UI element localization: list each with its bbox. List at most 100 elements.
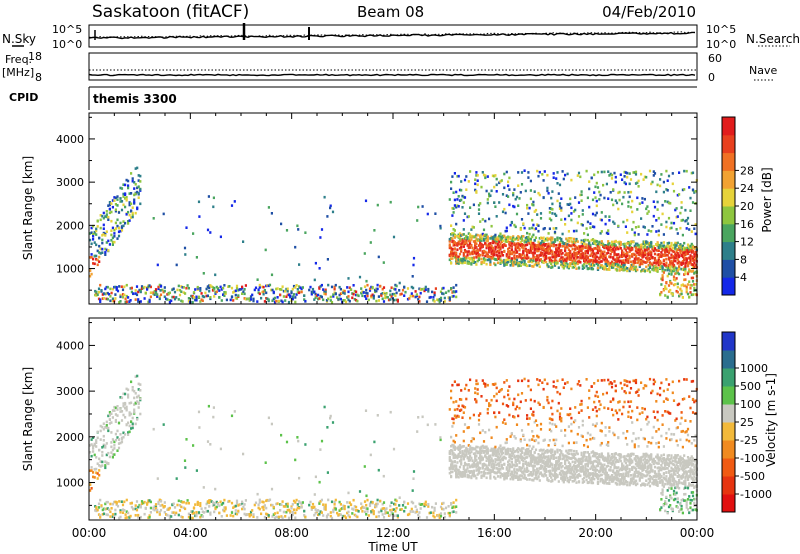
power-echo xyxy=(653,261,657,264)
velocity-echo xyxy=(101,446,104,449)
power-echo xyxy=(329,295,332,299)
power-echo xyxy=(693,271,696,275)
velocity-echo xyxy=(474,447,477,450)
velocity-echo xyxy=(108,422,111,425)
velocity-echo xyxy=(338,513,341,516)
velocity-echo xyxy=(254,501,258,505)
power-echo xyxy=(637,257,640,260)
velocity-echo xyxy=(477,451,481,454)
velocity-echo xyxy=(285,502,288,506)
velocity-echo xyxy=(389,410,392,414)
power-echo xyxy=(586,249,589,253)
power-echo xyxy=(574,196,577,199)
velocity-echo xyxy=(365,494,368,498)
power-echo xyxy=(503,258,506,262)
power-echo xyxy=(608,248,611,251)
power-echo xyxy=(477,254,481,258)
velocity-echo xyxy=(111,455,114,459)
power-echo xyxy=(690,230,693,233)
power-echo xyxy=(134,289,137,292)
power-echo xyxy=(542,243,545,246)
power-echo xyxy=(165,297,168,301)
power-echo xyxy=(507,195,510,198)
power-echo xyxy=(547,238,550,241)
velocity-echo xyxy=(457,447,460,450)
power-echo xyxy=(107,249,110,252)
power-echo xyxy=(670,241,673,245)
power-echo xyxy=(589,264,592,268)
power-echo xyxy=(548,207,551,210)
power-echo xyxy=(496,238,500,242)
power-echo xyxy=(657,246,660,249)
power-echo xyxy=(184,292,187,295)
velocity-echo xyxy=(234,509,237,512)
power-echo xyxy=(460,250,463,253)
power-echo xyxy=(463,261,467,264)
power-echo xyxy=(166,293,169,296)
power-echo xyxy=(377,255,380,259)
power-echo xyxy=(622,251,625,255)
velocity-echo xyxy=(474,459,477,462)
power-echo xyxy=(647,253,650,257)
power-echo xyxy=(434,287,437,290)
power-echo xyxy=(131,179,134,183)
velocity-echo xyxy=(120,500,123,503)
power-echo xyxy=(311,291,315,294)
power-echo xyxy=(357,294,360,298)
power-echo xyxy=(529,241,532,244)
power-echo xyxy=(602,183,605,187)
velocity-echo xyxy=(503,476,506,479)
velocity-echo xyxy=(476,473,479,476)
velocity-echo xyxy=(481,429,484,432)
power-echo xyxy=(481,171,484,174)
power-echo xyxy=(484,241,487,245)
power-echo xyxy=(526,231,529,235)
power-echo xyxy=(662,241,665,244)
power-echo xyxy=(120,229,124,232)
power-echo xyxy=(338,293,341,297)
power-echo xyxy=(595,204,598,208)
power-echo xyxy=(333,285,336,289)
velocity-echo xyxy=(498,452,501,456)
velocity-echo xyxy=(106,513,109,517)
power-echo xyxy=(681,261,684,265)
power-echo xyxy=(551,253,554,256)
power-echo xyxy=(380,294,383,297)
velocity-echo xyxy=(343,514,346,518)
power-echo xyxy=(662,233,665,236)
power-echo xyxy=(509,241,512,244)
power-echo xyxy=(683,188,686,191)
power-echo xyxy=(192,291,196,294)
velocity-echo xyxy=(252,513,255,516)
power-echo xyxy=(527,176,530,179)
power-echo xyxy=(108,211,111,215)
power-echo xyxy=(161,288,164,292)
velocity-echo xyxy=(417,416,420,419)
power-echo xyxy=(508,243,511,246)
power-echo xyxy=(222,286,225,290)
velocity-echo xyxy=(409,510,412,513)
power-echo xyxy=(600,243,603,246)
power-echo xyxy=(643,248,646,251)
power-echo xyxy=(579,260,582,264)
power-echo xyxy=(168,299,171,302)
power-echo xyxy=(615,264,619,268)
power-echo xyxy=(646,252,649,256)
power-echo xyxy=(201,295,204,298)
velocity-echo xyxy=(102,439,105,442)
power-echo xyxy=(453,241,456,244)
power-echo xyxy=(556,249,559,252)
power-echo xyxy=(140,285,144,288)
power-echo xyxy=(581,254,584,258)
velocity-echo xyxy=(154,503,158,506)
power-echo xyxy=(111,199,114,202)
power-echo xyxy=(580,223,583,226)
power-echo xyxy=(676,271,679,275)
velocity-echo xyxy=(515,405,519,408)
power-echo xyxy=(235,286,239,290)
power-echo xyxy=(279,293,282,297)
power-echo xyxy=(338,297,341,301)
velocity-echo xyxy=(370,500,373,504)
power-echo xyxy=(494,233,497,237)
velocity-echo xyxy=(282,505,285,508)
